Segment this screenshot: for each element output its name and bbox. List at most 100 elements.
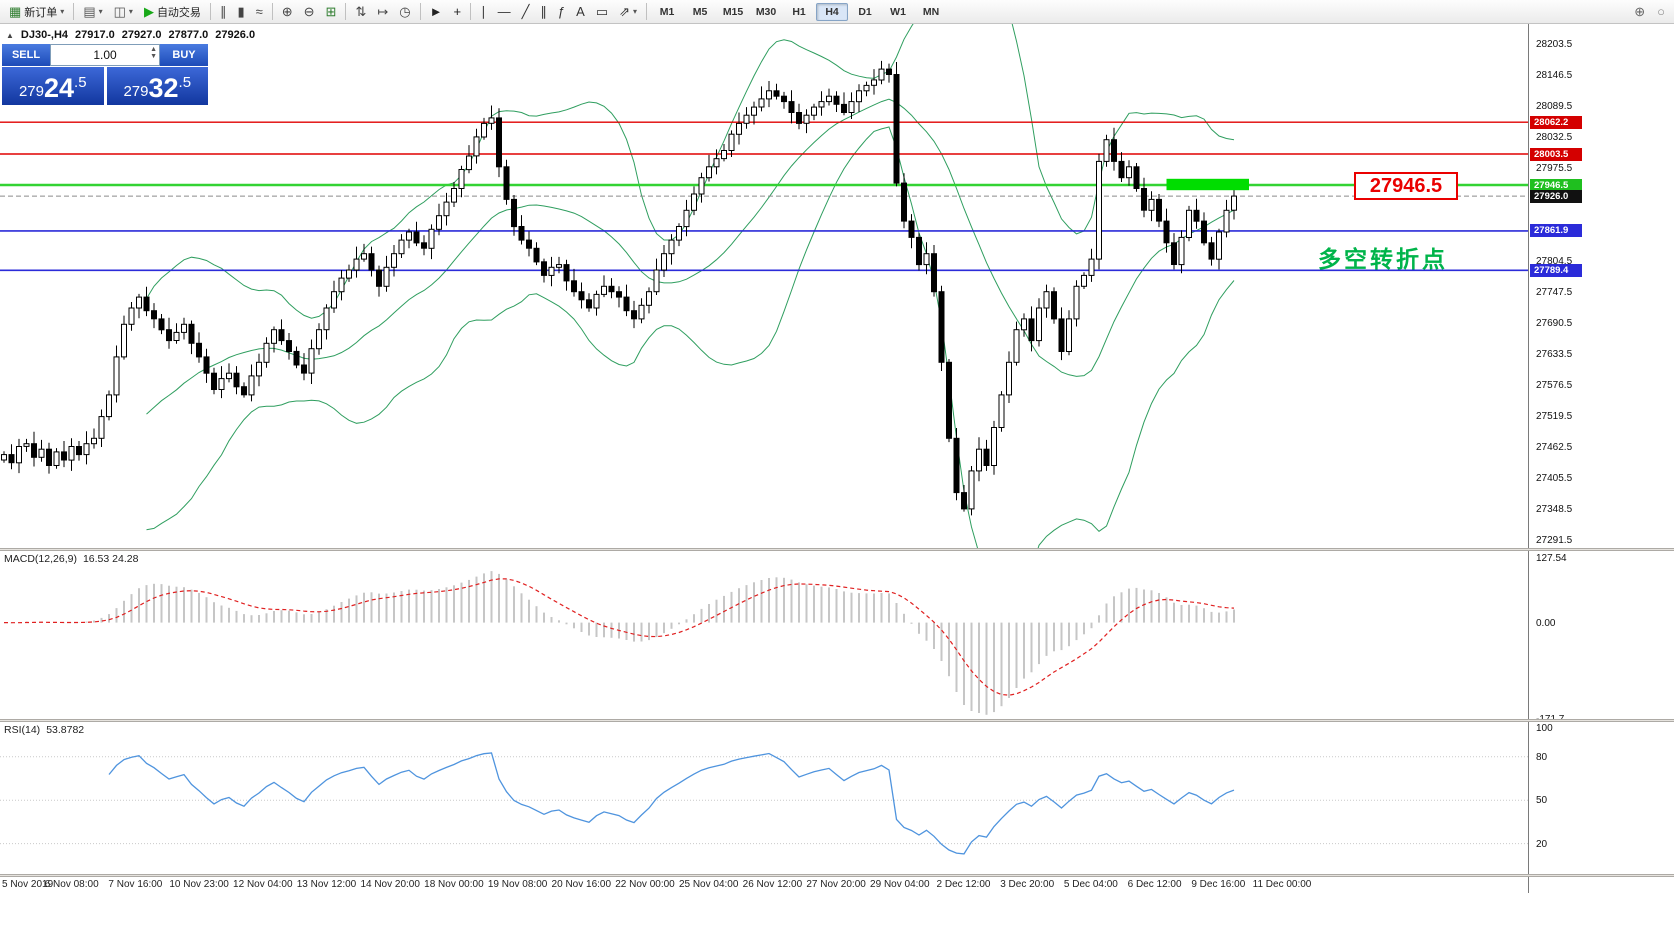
candle: [998, 394, 1005, 428]
spinner-up-icon[interactable]: ▲: [150, 46, 157, 53]
profiles-button[interactable]: ◫ ▾: [109, 1, 138, 23]
sell-button[interactable]: SELL: [2, 44, 50, 66]
one-click-trading-panel: SELL 1.00 ▲ ▼ BUY 279 24.5 279 32.5: [2, 44, 208, 105]
candle: [278, 329, 285, 342]
candle: [713, 158, 720, 168]
price-axis[interactable]: 28203.528146.528089.528032.527975.527918…: [1528, 24, 1674, 893]
candle: [1178, 236, 1185, 266]
arrows-button[interactable]: ⇗ ▾: [614, 1, 642, 23]
candle: [1231, 195, 1237, 211]
channel-button[interactable]: ∥: [535, 1, 552, 23]
zoom-in-button[interactable]: ⊕: [277, 1, 298, 23]
candle: [1096, 160, 1102, 260]
text-button[interactable]: A: [571, 1, 590, 23]
pane-divider[interactable]: [0, 548, 1674, 551]
horizontal-line-button[interactable]: ―: [493, 1, 516, 23]
timeframe-m30[interactable]: M30: [755, 5, 777, 18]
candle: [263, 342, 270, 363]
one-click-collapse-arrow[interactable]: ▲: [6, 30, 14, 40]
candle: [8, 454, 15, 464]
timeframe-h1[interactable]: H1: [792, 5, 806, 18]
chart-line-button[interactable]: ≈: [251, 1, 268, 23]
candle: [473, 136, 480, 157]
rsi-axis-label: 80: [1536, 751, 1548, 763]
macd-signal-line: [3, 578, 1235, 696]
pane-divider[interactable]: [0, 874, 1674, 877]
tile-windows-button[interactable]: ⊞: [321, 1, 342, 23]
trendline-button[interactable]: ╱: [517, 1, 535, 23]
candle: [1171, 242, 1177, 266]
candle: [683, 209, 690, 228]
fibonacci-icon: ƒ: [557, 4, 566, 19]
chevron-down-icon: ▾: [98, 7, 103, 16]
turning-point-note[interactable]: 多空转折点: [1318, 246, 1448, 272]
price-tick-label: 28146.5: [1536, 70, 1573, 82]
volume-spinner[interactable]: ▲ ▼: [150, 46, 157, 60]
timeframe-d1[interactable]: D1: [858, 5, 872, 18]
candle: [1073, 285, 1080, 320]
timeframe-m5[interactable]: M5: [692, 5, 708, 18]
candle: [203, 356, 210, 374]
candle: [1058, 318, 1065, 352]
pane-divider[interactable]: [0, 719, 1674, 722]
time-tick-label: 7 Nov 16:00: [108, 879, 163, 890]
candle: [1141, 188, 1147, 211]
candle: [518, 226, 525, 241]
fibonacci-button[interactable]: ƒ: [553, 1, 570, 23]
candle: [91, 437, 97, 445]
arrange-windows-button[interactable]: ⇅: [350, 1, 371, 23]
rsi-pane[interactable]: RSI(14) 53.8782: [0, 722, 1528, 874]
low-value: 27877.0: [168, 29, 209, 41]
cursor-button[interactable]: ►: [425, 1, 448, 23]
autotrading-button[interactable]: ▶ 自动交易: [139, 1, 206, 23]
chart-candles-button[interactable]: ▮: [232, 1, 249, 23]
new-order-button[interactable]: ▦ 新订单 ▾: [4, 1, 69, 23]
sell-price-button[interactable]: 279 24.5: [2, 67, 104, 105]
price-tick-label: 27519.5: [1536, 410, 1573, 422]
candle: [841, 103, 847, 114]
buy-price-button[interactable]: 279 32.5: [106, 67, 208, 105]
status-circle-button[interactable]: ○: [1652, 1, 1670, 23]
spinner-down-icon[interactable]: ▼: [150, 53, 157, 60]
zoom-out-button[interactable]: ⊖: [299, 1, 320, 23]
vertical-line-button[interactable]: ∣: [475, 1, 492, 23]
timeframe-w1[interactable]: W1: [890, 5, 906, 18]
buy-button[interactable]: BUY: [160, 44, 208, 66]
volume-input[interactable]: 1.00 ▲ ▼: [50, 44, 160, 66]
candle: [1013, 329, 1020, 363]
macd-axis-label: 0.00: [1536, 617, 1556, 629]
candle: [383, 266, 390, 287]
timeframe-m15[interactable]: M15: [722, 5, 744, 18]
candle: [376, 269, 382, 287]
candle: [916, 236, 922, 266]
candle: [353, 258, 360, 271]
price-chart-pane[interactable]: ▲ DJ30-,H4 27917.0 27927.0 27877.0 27926…: [0, 24, 1528, 548]
highlight-rectangle[interactable]: [1166, 178, 1250, 191]
candle: [811, 106, 817, 116]
candle: [668, 239, 675, 255]
candle: [271, 329, 277, 344]
magnifier-plus-button[interactable]: ⊕: [1629, 1, 1650, 23]
price-level-callout[interactable]: 27946.5: [1354, 172, 1458, 200]
candle: [406, 231, 412, 241]
macd-pane[interactable]: MACD(12,26,9) 16.53 24.28: [0, 551, 1528, 719]
chart-bars-button[interactable]: ∥: [215, 1, 232, 23]
profiles-icon: ◫: [113, 4, 126, 19]
chart-shift-button[interactable]: ◷: [394, 1, 415, 23]
crosshair-button[interactable]: +: [448, 1, 466, 23]
candle: [983, 448, 990, 467]
candle: [1201, 220, 1207, 244]
toolbar-separator: [470, 3, 472, 20]
timeframe-mn[interactable]: MN: [922, 5, 940, 18]
time-tick-label: 10 Nov 23:00: [169, 879, 229, 890]
charts-menu-button[interactable]: ▤ ▾: [78, 1, 107, 23]
chevron-down-icon: ▾: [60, 7, 65, 16]
text-label-button[interactable]: ▭: [591, 1, 613, 23]
autoscroll-button[interactable]: ↦: [372, 1, 393, 23]
candle: [218, 378, 225, 391]
timeframe-h4[interactable]: H4: [816, 2, 849, 21]
timeframe-m1[interactable]: M1: [659, 5, 675, 18]
candle: [128, 307, 135, 325]
time-axis[interactable]: 5 Nov 2019 6 Nov 08:00 7 Nov 16:00 10 Nov 2…: [0, 877, 1528, 893]
